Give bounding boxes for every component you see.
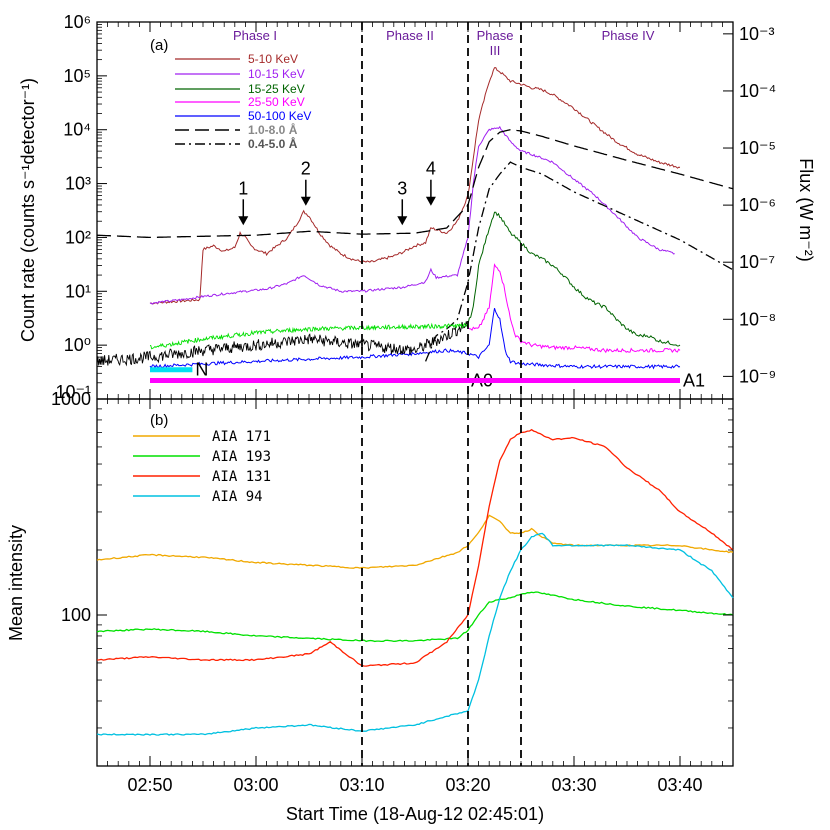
x-tick-label: 03:20 (445, 775, 490, 795)
panel-a-ylabel-right: Flux (W m⁻²) (796, 158, 816, 261)
y-tick-label-right: 10⁻⁵ (739, 138, 776, 158)
phase-lines (361, 22, 522, 766)
phase-label-1: Phase I (233, 28, 277, 43)
series-noise-green (149, 322, 469, 350)
y-tick-label-right: 10⁻⁷ (739, 252, 775, 272)
x-tick-label: 03:10 (339, 775, 384, 795)
series-aia-193 (96, 591, 734, 643)
series-aia-171 (96, 514, 734, 569)
y-tick-label-left: 10⁶ (64, 12, 91, 32)
panel-a-ylabel-left: Count rate (counts s⁻¹detector⁻¹) (18, 78, 38, 342)
y-tick-label-b: 100 (61, 605, 91, 625)
legend-label-15-25: 15-25 KeV (248, 82, 305, 96)
y-tick-label-b: 1000 (51, 389, 91, 409)
peak-arrow-head (238, 216, 249, 226)
x-tick-label: 02:50 (127, 775, 172, 795)
y-tick-label-left: 10³ (65, 174, 91, 194)
phase-label-4: Phase IV (602, 28, 655, 43)
legend-label-10-15: 10-15 KeV (248, 67, 305, 81)
phase-label-2: Phase II (386, 28, 434, 43)
panel-b-series (96, 428, 734, 736)
series-5-10-kev (149, 67, 681, 305)
panel-b-legend: AIA 171 AIA 193 AIA 131 AIA 94 (133, 429, 271, 505)
legend-label-aia131: AIA 131 (212, 469, 271, 485)
axes-ticks: 02:50 03:00 03:10 03:20 03:30 03:40 10⁻¹ 10⁰ 10¹… (51, 12, 776, 795)
y-tick-label-right: 10⁻⁶ (739, 195, 776, 215)
legend-label-25-50: 25-50 KeV (248, 95, 305, 109)
bar-label-n: N (195, 360, 208, 380)
panel-a-frame (96, 21, 734, 400)
legend-label-aia94: AIA 94 (212, 489, 263, 505)
legend-label-1-8: 1.0-8.0 Å (248, 122, 298, 137)
interval-bars: NA0A1 (150, 360, 705, 391)
phase-label-3a: Phase (477, 28, 514, 43)
peak-arrow-head (425, 196, 436, 206)
y-tick-label-right: 10⁻⁹ (739, 366, 776, 386)
series-0-4-5-0- (424, 161, 734, 362)
series-aia-94 (96, 532, 734, 736)
panel-a-title: (a) (150, 37, 168, 54)
y-tick-label-left: 10¹ (65, 281, 91, 301)
x-axis-label: Start Time (18-Aug-12 02:45:01) (286, 804, 544, 824)
peak-label: 3 (397, 178, 407, 198)
y-tick-label-left: 10² (65, 227, 91, 247)
peak-arrow-head (300, 196, 311, 206)
panel-b-title: (b) (150, 412, 168, 429)
series-noise-black (96, 321, 469, 367)
panel-b-ylabel: Mean intensity (6, 525, 26, 641)
peak-markers: 1 2 34 (238, 159, 436, 226)
legend-label-50-100: 50-100 KeV (248, 109, 311, 123)
series-25-50-kev (467, 263, 681, 354)
y-tick-label-right: 10⁻³ (739, 24, 775, 44)
series-50-100-kev (149, 308, 681, 370)
bar-label-a1: A1 (683, 371, 705, 391)
y-tick-label-left: 10⁵ (64, 66, 91, 86)
series-1-0-8-0- (96, 129, 734, 239)
y-tick-label-left: 10⁻¹ (55, 382, 91, 402)
series-aia-131 (96, 428, 734, 667)
phase-label-3b: III (490, 43, 501, 58)
series-15-25-kev (467, 211, 681, 347)
y-tick-label-right: 10⁻⁸ (739, 309, 776, 329)
x-tick-label: 03:00 (233, 775, 278, 795)
x-tick-label: 03:30 (551, 775, 596, 795)
panel-b-frame (96, 398, 734, 767)
legend-label-aia193: AIA 193 (212, 449, 271, 465)
y-tick-label-left: 10⁴ (63, 120, 91, 140)
y-tick-label-right: 10⁻⁴ (739, 81, 776, 101)
series-10-15-kev (149, 125, 675, 305)
legend-label-04-5: 0.4-5.0 Å (248, 136, 298, 151)
legend-label-5-10: 5-10 KeV (248, 52, 298, 66)
legend-label-aia171: AIA 171 (212, 429, 271, 445)
peak-label: 2 (301, 159, 311, 179)
panel-a-legend: 5-10 KeV 10-15 KeV 15-25 KeV 25-50 KeV 5… (175, 52, 311, 151)
peak-label: 1 (238, 178, 248, 198)
y-tick-label-left: 10⁰ (64, 335, 91, 355)
peak-label: 4 (426, 159, 436, 179)
peak-arrow-head (397, 216, 408, 226)
panel-a-series (96, 67, 734, 370)
x-tick-label: 03:40 (657, 775, 702, 795)
